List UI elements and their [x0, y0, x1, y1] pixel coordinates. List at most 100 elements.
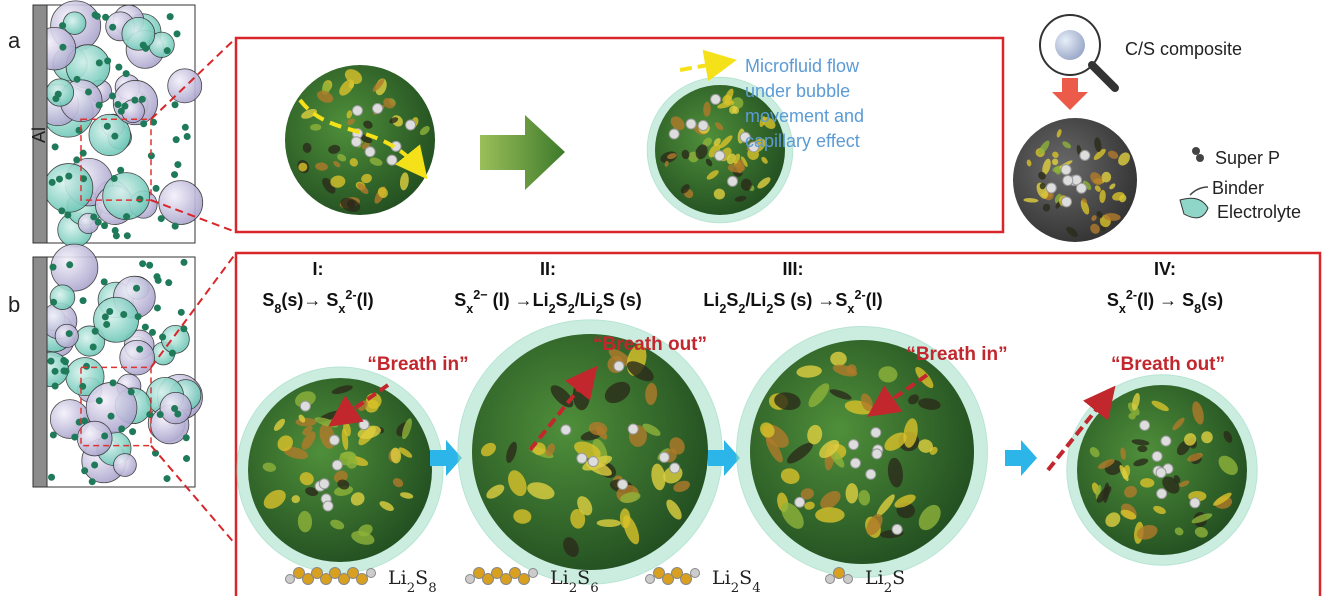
li-atom — [844, 575, 853, 584]
polysulfide — [332, 460, 342, 470]
subscript: 2 — [738, 302, 745, 316]
formula: Li2S8 — [388, 567, 437, 596]
polysulfide — [323, 501, 333, 511]
current-collector — [33, 5, 47, 243]
polysulfide — [715, 151, 725, 161]
super-p — [90, 213, 97, 220]
super-p — [140, 120, 147, 127]
polysulfide — [577, 453, 587, 463]
formula-text: (l) →Li — [488, 290, 549, 310]
super-p — [104, 57, 111, 64]
formula-text: (l) → S — [1137, 290, 1194, 310]
super-p — [159, 334, 166, 341]
formula-text: S — [726, 290, 738, 310]
super-p — [169, 350, 176, 357]
super-p — [149, 329, 156, 336]
super-p — [131, 97, 138, 104]
super-p — [94, 13, 101, 20]
super-p — [180, 259, 187, 266]
particle — [50, 285, 75, 310]
super-p — [114, 101, 121, 108]
polysulfide — [628, 424, 638, 434]
super-p — [58, 207, 65, 214]
polysulfide — [659, 452, 669, 462]
legend-label: Electrolyte — [1217, 202, 1301, 222]
super-p — [60, 367, 67, 374]
legend-electrolyte — [1180, 198, 1208, 218]
polysulfide — [670, 463, 680, 473]
super-p — [174, 30, 181, 37]
polysulfide — [618, 479, 628, 489]
super-p — [81, 467, 88, 474]
particle — [103, 173, 150, 220]
polysulfide — [1157, 489, 1167, 499]
super-p — [52, 95, 59, 102]
formula-text: Li — [865, 567, 884, 589]
subscript: 2 — [569, 581, 577, 596]
li-atom — [529, 569, 538, 578]
subscript: 8 — [274, 302, 281, 316]
formula-text: S — [577, 567, 590, 589]
super-p — [133, 285, 140, 292]
polysulfide — [373, 103, 383, 113]
super-p — [102, 313, 109, 320]
s-atom — [834, 568, 845, 579]
super-p — [50, 299, 57, 306]
super-p — [173, 136, 180, 143]
subscript: 8 — [1194, 302, 1201, 316]
super-p — [139, 96, 146, 103]
super-p — [154, 304, 161, 311]
super-p — [165, 279, 172, 286]
magnified-particle — [1055, 30, 1085, 60]
polysulfide — [1061, 165, 1071, 175]
polysulfide — [1152, 451, 1162, 461]
formula-text: S — [262, 290, 274, 310]
super-p — [101, 432, 108, 439]
superscript: 2- — [854, 288, 865, 302]
polysulfide — [359, 420, 369, 430]
subscript: 2 — [568, 302, 575, 316]
polysulfide — [795, 497, 805, 507]
super-p — [111, 175, 118, 182]
polysulfide — [1156, 468, 1166, 478]
super-p — [50, 431, 57, 438]
flow-arrow — [480, 115, 565, 190]
subscript: x — [338, 302, 345, 316]
formula-text: Li — [388, 567, 407, 589]
polysulfide — [669, 129, 679, 139]
polysulfide — [614, 361, 624, 371]
polysulfide — [406, 120, 416, 130]
super-p — [81, 417, 88, 424]
panel-label: b — [8, 292, 20, 317]
electrode-label: Al — [29, 127, 49, 143]
breath-label: “Breath out” — [1111, 354, 1225, 375]
super-p — [59, 44, 66, 51]
super-p — [103, 321, 110, 328]
super-p — [96, 59, 103, 66]
super-p — [48, 358, 55, 365]
formula-text: Li — [703, 290, 719, 310]
super-p — [136, 346, 143, 353]
super-p — [106, 308, 113, 315]
formula-text: S — [556, 290, 568, 310]
composite-label: C/S composite — [1125, 39, 1242, 59]
super-p — [155, 277, 162, 284]
super-p — [164, 475, 171, 482]
super-p — [153, 185, 160, 192]
formula-text: S — [892, 567, 905, 589]
super-p — [139, 260, 146, 267]
super-p — [56, 176, 63, 183]
super-p — [123, 70, 130, 77]
super-p — [123, 213, 130, 220]
stage-numeral: III: — [783, 259, 804, 279]
current-collector — [33, 257, 47, 487]
zoom-arrow — [1052, 78, 1088, 110]
super-p — [118, 108, 125, 115]
polysulfide — [352, 106, 362, 116]
super-p — [49, 179, 56, 186]
polysulfide — [588, 457, 598, 467]
polysulfide — [1061, 197, 1071, 207]
particle-core — [248, 378, 432, 562]
particle-core — [750, 340, 974, 564]
super-p — [52, 368, 59, 375]
